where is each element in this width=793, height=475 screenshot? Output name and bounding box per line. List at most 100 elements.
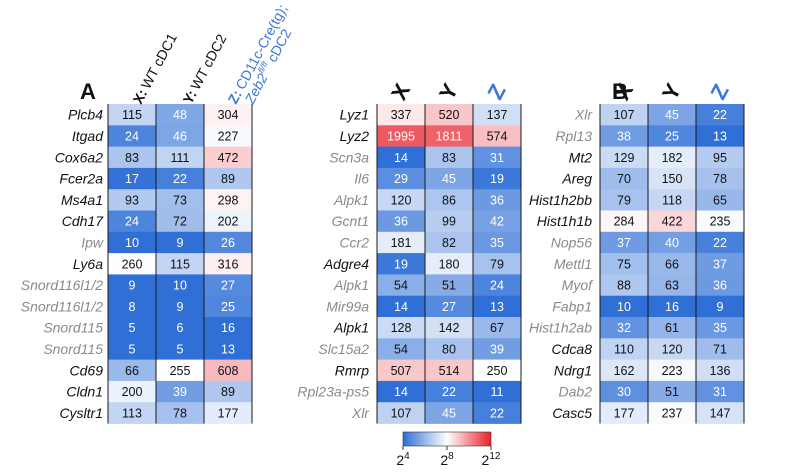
heatmap-cell: [648, 274, 696, 297]
heatmap-cell: [108, 359, 156, 382]
cell-value: 24: [490, 279, 504, 293]
heatmap-cell: [377, 317, 425, 339]
cell-value: 298: [218, 193, 239, 207]
heatmap-cell: [473, 125, 521, 147]
heatmap-cell: [108, 338, 156, 360]
row-label: Nop56: [551, 234, 592, 250]
heatmap-cell: [204, 125, 252, 147]
cell-value: 22: [713, 236, 727, 250]
column-header-x: X: [386, 79, 415, 104]
cell-value: 115: [122, 108, 142, 122]
heatmap-cell: [600, 189, 648, 211]
heatmap-cell: [473, 274, 521, 297]
heatmap-cell: [648, 125, 696, 147]
heatmap-cell: [696, 402, 744, 424]
cell-value: 75: [617, 257, 631, 271]
cell-value: 48: [173, 108, 187, 122]
row-label: Rpl23a-ps5: [297, 384, 369, 400]
row-label: Cdh17: [62, 213, 104, 229]
heatmap-cell: [377, 104, 425, 126]
cell-value: 14: [394, 151, 408, 165]
cell-value: 71: [713, 342, 727, 356]
heatmap-cell: [108, 210, 156, 233]
cell-value: 83: [442, 151, 456, 165]
heatmap-cell: [377, 146, 425, 169]
heatmap-cell: [425, 167, 473, 190]
cell-value: 35: [490, 236, 504, 250]
heatmap-panel-2: X Y Z Lyz1 337 520 137 Lyz2 1995 1811 574 Scn3a 14 83…: [297, 79, 522, 424]
cell-value: 78: [173, 406, 187, 420]
heatmap-cell: [108, 146, 156, 169]
cell-value: 24: [125, 215, 139, 229]
heatmap-cell: [473, 210, 521, 233]
cell-value: 250: [487, 364, 508, 378]
cell-value: 260: [122, 257, 143, 271]
cell-value: 5: [129, 321, 136, 335]
cell-value: 89: [221, 172, 235, 186]
heatmap-cell: [425, 210, 473, 233]
cell-value: 1995: [387, 129, 415, 143]
cell-value: 39: [173, 385, 187, 399]
cell-value: 9: [717, 300, 724, 314]
cell-value: 54: [394, 342, 408, 356]
heatmap-cell: [204, 189, 252, 211]
heatmap-cell: [425, 359, 473, 382]
cell-value: 8: [129, 300, 136, 314]
heatmap-cell: [108, 189, 156, 211]
row-label: Hist1h2ab: [529, 320, 592, 336]
cell-value: 31: [713, 385, 727, 399]
cell-value: 30: [617, 385, 631, 399]
heatmap-cell: [377, 210, 425, 233]
heatmap-cell: [156, 359, 204, 382]
cell-value: 9: [177, 236, 184, 250]
heatmap-cell: [648, 146, 696, 169]
heatmap-cell: [377, 338, 425, 360]
cell-value: 129: [614, 151, 635, 165]
cell-value: 507: [391, 364, 412, 378]
row-label: Alpk1: [333, 277, 369, 293]
row-label: Plcb4: [68, 107, 103, 123]
heatmap-cell: [425, 253, 473, 275]
cell-value: 70: [617, 172, 631, 186]
row-label: Mt2: [569, 149, 593, 165]
cell-value: 25: [221, 300, 235, 314]
panel-label: B: [612, 79, 628, 104]
heatmap-cell: [425, 317, 473, 339]
cell-value: 29: [394, 172, 408, 186]
row-label: Mettl1: [554, 256, 592, 272]
heatmap-cell: [473, 317, 521, 339]
heatmap-cell: [204, 380, 252, 403]
heatmap-cell: [473, 231, 521, 254]
cell-value: 107: [391, 406, 412, 420]
row-label: Snord116l1/2: [21, 277, 103, 293]
heatmap-cell: [156, 125, 204, 147]
cell-value: 40: [665, 236, 679, 250]
heatmap-cell: [473, 253, 521, 275]
cell-value: 27: [442, 300, 456, 314]
heatmap-cell: [696, 317, 744, 339]
row-label: Fabp1: [552, 298, 592, 314]
cell-value: 16: [221, 321, 235, 335]
heatmap-cell: [696, 210, 744, 233]
cell-value: 111: [170, 151, 189, 165]
heatmap-cell: [696, 189, 744, 211]
cell-value: 72: [173, 215, 187, 229]
cell-value: 237: [662, 406, 683, 420]
heatmap-cell: [600, 402, 648, 424]
heatmap-cell: [648, 317, 696, 339]
cell-value: 255: [170, 364, 191, 378]
heatmap-cell: [600, 146, 648, 169]
cell-value: 162: [614, 364, 635, 378]
heatmap-cell: [473, 338, 521, 360]
cell-value: 67: [490, 321, 504, 335]
cell-value: 180: [439, 257, 460, 271]
row-label: Cysltr1: [59, 405, 103, 421]
heatmap-cell: [377, 359, 425, 382]
cell-value: 80: [442, 342, 456, 356]
cell-value: 19: [490, 172, 504, 186]
cell-value: 83: [125, 151, 139, 165]
heatmap-cell: [204, 146, 252, 169]
cell-value: 38: [617, 129, 631, 143]
row-label: Itgad: [72, 128, 104, 144]
cell-value: 10: [617, 300, 631, 314]
